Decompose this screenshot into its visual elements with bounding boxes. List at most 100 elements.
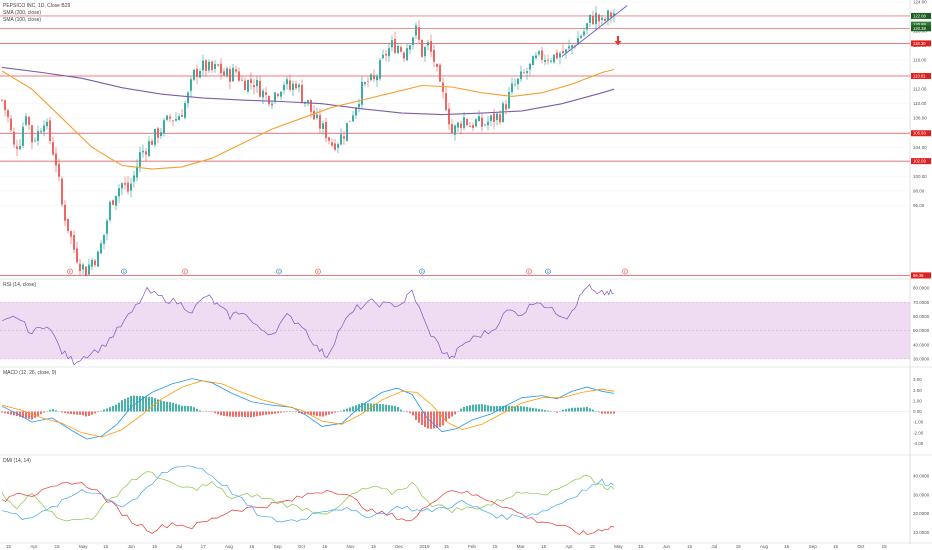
macd-histogram-bar xyxy=(394,405,396,412)
macd-histogram-bar xyxy=(595,410,597,412)
sma200-legend: SMA (200, close) xyxy=(3,10,42,16)
candle-body xyxy=(592,15,594,25)
time-tick-label: Mar xyxy=(517,544,525,549)
time-tick-label: Jun xyxy=(128,544,136,549)
candle-body xyxy=(400,47,402,52)
macd-tick-label: -2.00 xyxy=(913,430,924,435)
macd-histogram-bar xyxy=(148,396,150,412)
time-tick-label: 15 xyxy=(55,544,61,549)
macd-histogram-bar xyxy=(478,404,480,412)
candle-body xyxy=(10,118,12,131)
candle-body xyxy=(610,12,612,18)
macd-histogram-bar xyxy=(73,411,75,415)
candle-body xyxy=(211,61,213,71)
candle-body xyxy=(1,99,3,101)
macd-histogram-bar xyxy=(10,411,12,415)
macd-histogram-bar xyxy=(64,411,66,414)
macd-histogram-bar xyxy=(280,411,282,413)
macd-histogram-bar xyxy=(94,411,96,414)
macd-histogram-bar xyxy=(427,411,429,429)
candle-body xyxy=(166,115,168,120)
macd-histogram-bar xyxy=(160,400,162,412)
macd-histogram-bar xyxy=(544,410,546,412)
candle-body xyxy=(334,143,336,150)
macd-histogram-bar xyxy=(262,411,264,416)
candle-body xyxy=(328,137,330,141)
macd-histogram-bar xyxy=(133,395,135,412)
candle-body xyxy=(118,188,120,197)
candle-body xyxy=(361,81,363,105)
macd-histogram-bar xyxy=(127,397,129,412)
macd-histogram-bar xyxy=(106,408,108,412)
candle-body xyxy=(322,123,324,130)
candle-body xyxy=(481,117,483,127)
macd-histogram-bar xyxy=(76,411,78,415)
price-tick-label: 100.00 xyxy=(913,174,927,179)
candle-body xyxy=(61,178,63,205)
price-tag xyxy=(911,73,931,80)
macd-histogram-bar xyxy=(481,404,483,412)
candle-body xyxy=(502,103,504,122)
macd-histogram-bar xyxy=(319,411,321,417)
candle-body xyxy=(418,27,420,40)
rsi-tick-label: 40.0000 xyxy=(913,342,930,347)
macd-histogram-bar xyxy=(247,411,249,418)
candle-body xyxy=(520,71,522,80)
price-tag-label: 113.81 xyxy=(913,74,926,79)
time-tick-label: 16 xyxy=(249,544,255,549)
macd-histogram-bar xyxy=(466,406,468,412)
candle-body xyxy=(445,93,447,111)
rsi-legend: RSI (14, close) xyxy=(3,282,37,288)
price-tag xyxy=(911,158,931,165)
macd-histogram-bar xyxy=(580,407,582,412)
candle-body xyxy=(49,120,51,141)
candle-body xyxy=(562,51,564,54)
candle-body xyxy=(199,70,201,78)
macd-histogram-bar xyxy=(577,407,579,412)
macd-histogram-bar xyxy=(430,411,432,429)
macd-histogram-bar xyxy=(547,410,549,412)
candle-body xyxy=(451,124,453,134)
macd-histogram-bar xyxy=(397,407,399,412)
macd-histogram-bar xyxy=(4,411,6,414)
macd-histogram-bar xyxy=(415,411,417,420)
macd-histogram-bar xyxy=(535,408,537,412)
candle-body xyxy=(265,92,267,95)
candle-body xyxy=(493,113,495,122)
candle-body xyxy=(28,116,30,125)
macd-histogram-bar xyxy=(586,406,588,412)
event-marker-label: E xyxy=(184,269,187,274)
macd-histogram-bar xyxy=(604,411,606,414)
macd-histogram-bar xyxy=(463,407,465,412)
macd-histogram-bar xyxy=(166,401,168,412)
candle-body xyxy=(229,69,231,82)
candle-body xyxy=(469,126,471,128)
macd-histogram-bar xyxy=(472,404,474,412)
macd-histogram-bar xyxy=(316,411,318,416)
candle-body xyxy=(136,166,138,178)
macd-histogram-bar xyxy=(436,411,438,428)
candle-body xyxy=(352,115,354,122)
time-tick-label: 16 xyxy=(152,544,158,549)
candle-body xyxy=(571,45,573,48)
macd-histogram-bar xyxy=(124,398,126,412)
candle-body xyxy=(46,121,48,127)
sma100-legend: SMA (100, close) xyxy=(3,17,42,23)
macd-histogram-bar xyxy=(328,411,330,415)
candle-body xyxy=(94,260,96,265)
candle-body xyxy=(76,248,78,263)
event-marker-label: E xyxy=(69,269,72,274)
macd-histogram-bar xyxy=(502,405,504,412)
candle-body xyxy=(157,128,159,138)
candle-body xyxy=(376,76,378,81)
price-tag xyxy=(911,272,931,279)
candle-body xyxy=(142,150,144,153)
macd-histogram-bar xyxy=(277,411,279,414)
macd-histogram-bar xyxy=(433,411,435,429)
macd-histogram-bar xyxy=(517,406,519,412)
time-tick-label: Aug xyxy=(760,544,769,549)
macd-histogram-bar xyxy=(352,406,354,412)
candle-body xyxy=(208,61,210,71)
macd-histogram-bar xyxy=(529,407,531,412)
